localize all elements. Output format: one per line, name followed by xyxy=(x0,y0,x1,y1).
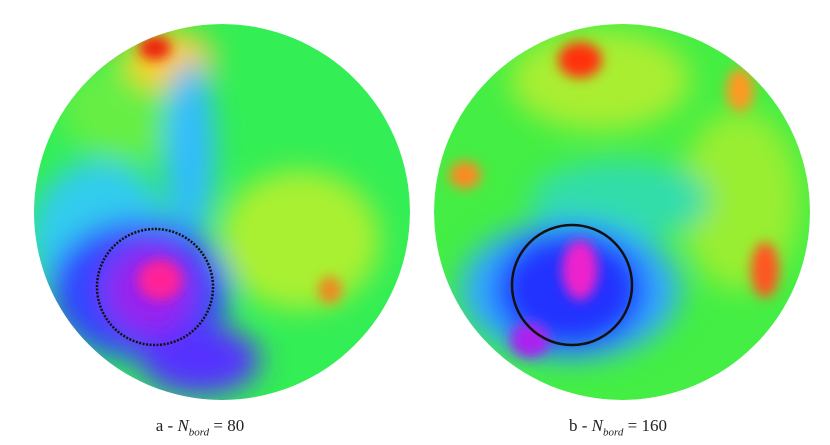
caption: b - Nbord = 160 xyxy=(569,416,667,438)
heatmaps xyxy=(34,24,810,400)
heatmap-b xyxy=(434,24,810,400)
label: b - xyxy=(569,416,588,435)
equation: = 80 xyxy=(213,416,245,435)
label: a - xyxy=(155,416,174,435)
subscript: bord xyxy=(188,426,210,439)
heatmap-a xyxy=(34,24,410,400)
symbol: N xyxy=(591,416,604,435)
symbol: N xyxy=(177,416,189,435)
caption: a - Nbord = 80 xyxy=(156,416,245,438)
subscript: bord xyxy=(603,426,624,439)
highlight-ring xyxy=(95,227,215,347)
equation: = 160 xyxy=(627,416,667,435)
highlight-ring xyxy=(510,223,634,347)
